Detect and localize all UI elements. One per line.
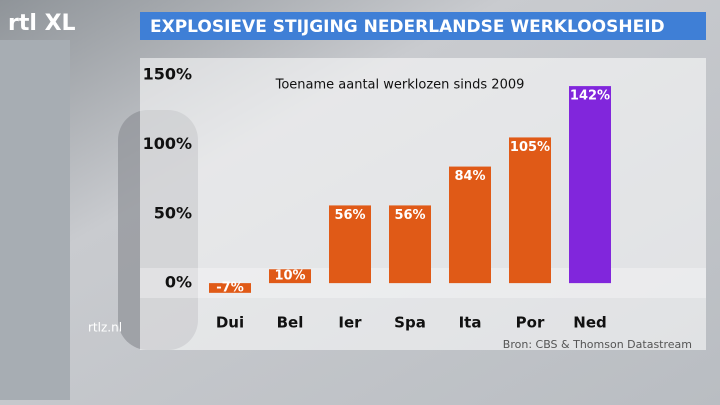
value-label: 84%	[454, 169, 485, 184]
value-label: -7%	[216, 280, 243, 295]
value-label: 142%	[570, 89, 610, 104]
bar	[389, 205, 431, 284]
bar	[329, 205, 371, 284]
bar	[449, 166, 491, 284]
bar	[269, 269, 311, 284]
x-tick-label: Spa	[394, 314, 426, 332]
x-tick-label: Ned	[573, 314, 606, 332]
x-tick-label: Ier	[338, 314, 362, 332]
chart-panel	[140, 58, 706, 350]
y-tick-label: 0%	[165, 273, 192, 292]
background-shelf	[0, 40, 70, 400]
chart-subtitle: Toename aantal werklozen sinds 2009	[275, 78, 525, 93]
y-tick-label: 100%	[143, 134, 192, 153]
bar	[509, 137, 551, 284]
source: Bron: CBS & Thomson Datastream	[503, 338, 692, 351]
value-label: 56%	[334, 208, 365, 223]
y-tick-label: 150%	[143, 65, 192, 84]
title-bar	[140, 12, 706, 40]
bar	[569, 86, 611, 284]
watermark: rtlz.nl	[88, 321, 122, 335]
value-label: 10%	[274, 269, 305, 284]
bar	[209, 283, 251, 293]
x-tick-label: Por	[516, 314, 545, 332]
x-tick-label: Dui	[216, 314, 244, 332]
x-tick-label: Ita	[459, 314, 482, 332]
value-label: 105%	[510, 140, 550, 155]
logo: rtl XL	[8, 11, 76, 36]
chart-title: EXPLOSIEVE STIJGING NEDERLANDSE WERKLOOS…	[150, 17, 665, 37]
value-label: 56%	[394, 208, 425, 223]
x-tick-label: Bel	[277, 314, 304, 332]
y-tick-label: 50%	[154, 203, 192, 222]
